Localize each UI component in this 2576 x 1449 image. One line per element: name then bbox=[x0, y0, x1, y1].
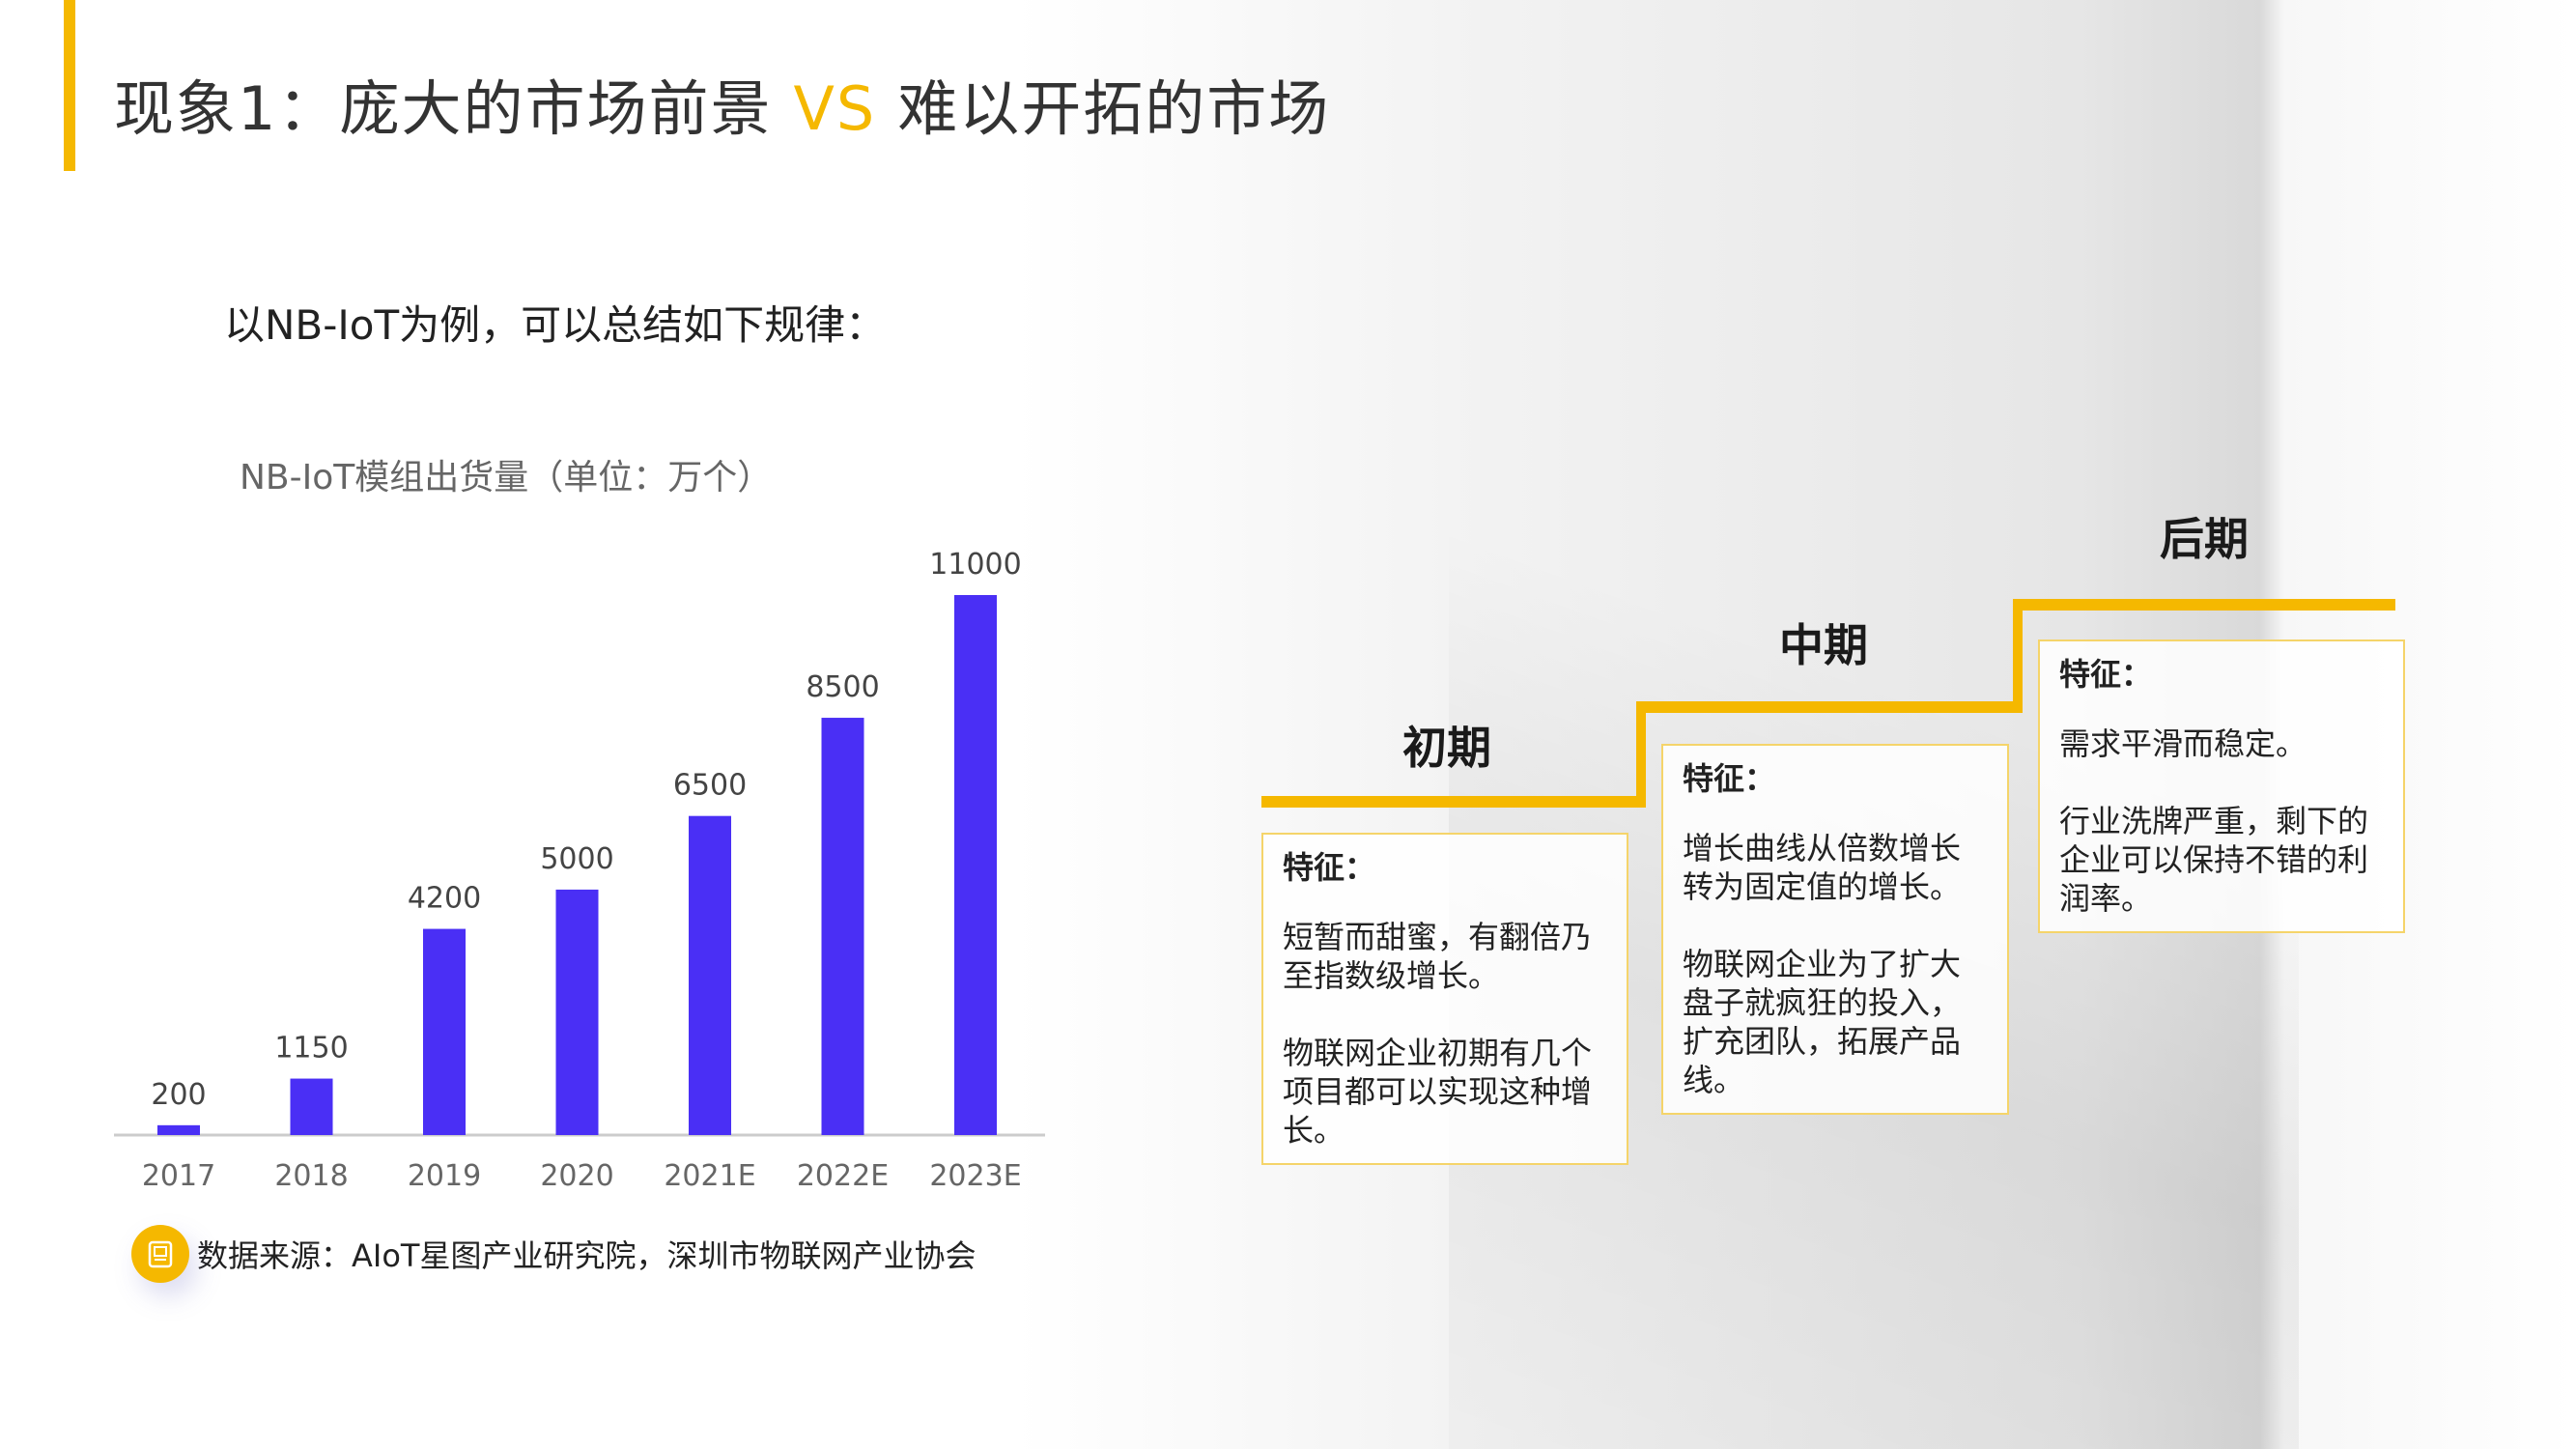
bar-2017 bbox=[157, 1124, 200, 1135]
title-accent-bar bbox=[64, 0, 75, 171]
stage-riser-2 bbox=[2013, 599, 2023, 713]
stage-2-paragraph-1: 增长曲线从倍数增长转为固定值的增长。 bbox=[1683, 830, 1962, 905]
x-tick-label-2022E: 2022E bbox=[797, 1159, 889, 1193]
stage-2-title: 中期 bbox=[1779, 619, 1868, 671]
stage-3-feature-label: 特征： bbox=[2059, 656, 2153, 693]
stage-3-paragraph-2: 行业洗牌严重，剩下的企业可以保持不错的利润率。 bbox=[2059, 803, 2369, 917]
data-label-2017: 200 bbox=[151, 1078, 206, 1112]
x-tick-label-2018: 2018 bbox=[274, 1159, 348, 1193]
bar-2019 bbox=[423, 928, 466, 1135]
bar-2023E bbox=[954, 595, 997, 1135]
stage-3-step-line bbox=[2013, 599, 2395, 611]
document-icon bbox=[131, 1225, 189, 1283]
bar-2018 bbox=[290, 1078, 333, 1135]
section-subtitle: 以NB-IoT为例，可以总结如下规律： bbox=[224, 301, 887, 349]
stage-1-paragraph-1: 短暂而甜蜜，有翻倍乃至指数级增长。 bbox=[1283, 919, 1593, 994]
stage-3-title: 后期 bbox=[2160, 513, 2249, 565]
title-vs: VS bbox=[793, 73, 877, 144]
title-main: 现象1：庞大的市场前景 bbox=[114, 73, 773, 144]
stage-1-title: 初期 bbox=[1402, 722, 1491, 774]
stage-2-card: 特征： 增长曲线从倍数增长转为固定值的增长。 物联网企业为了扩大盘子就疯狂的投入… bbox=[1661, 744, 2009, 1115]
source-text: 数据来源：AIoT星图产业研究院，深圳市物联网产业协会 bbox=[197, 1237, 977, 1274]
stage-2-feature-label: 特征： bbox=[1683, 760, 1776, 797]
title-rest: 难以开拓的市场 bbox=[897, 73, 1331, 144]
x-tick-label-2021E: 2021E bbox=[664, 1159, 755, 1193]
stage-3-paragraph-1: 需求平滑而稳定。 bbox=[2059, 725, 2307, 762]
stage-1-feature-label: 特征： bbox=[1283, 849, 1376, 886]
data-label-2020: 5000 bbox=[540, 842, 613, 876]
data-label-2019: 4200 bbox=[408, 882, 481, 916]
bar-2020 bbox=[555, 889, 599, 1135]
x-tick-label-2023E: 2023E bbox=[929, 1159, 1021, 1193]
chart-title: NB-IoT模组出货量（单位：万个） bbox=[240, 458, 773, 497]
x-tick-label-2019: 2019 bbox=[408, 1159, 481, 1193]
data-label-2022E: 8500 bbox=[806, 670, 879, 704]
bar-2021E bbox=[689, 815, 731, 1135]
data-label-2021E: 6500 bbox=[673, 769, 747, 803]
stage-riser-1 bbox=[1636, 701, 1646, 808]
stage-1-card: 特征： 短暂而甜蜜，有翻倍乃至指数级增长。 物联网企业初期有几个项目都可以实现这… bbox=[1261, 833, 1628, 1165]
data-label-2018: 1150 bbox=[274, 1032, 348, 1065]
x-tick-label-2020: 2020 bbox=[540, 1159, 613, 1193]
stage-1-step-line bbox=[1261, 796, 1646, 808]
bars-group: 200 2017 1150 2018 4200 2019 5000 2020 6500 2021E… bbox=[142, 548, 1022, 1193]
x-tick-label-2017: 2017 bbox=[142, 1159, 215, 1193]
data-label-2023E: 11000 bbox=[929, 548, 1021, 582]
bar-chart: 200 2017 1150 2018 4200 2019 5000 2020 6500 2021E… bbox=[114, 548, 1045, 1193]
stage-2-step-line bbox=[1636, 701, 2023, 713]
stage-3-card: 特征： 需求平滑而稳定。 行业洗牌严重，剩下的企业可以保持不错的利润率。 bbox=[2038, 639, 2405, 933]
data-source: 数据来源：AIoT星图产业研究院，深圳市物联网产业协会 bbox=[131, 1225, 976, 1283]
stage-1-paragraph-2: 物联网企业初期有几个项目都可以实现这种增长。 bbox=[1283, 1035, 1593, 1149]
stage-2-paragraph-2: 物联网企业为了扩大盘子就疯狂的投入，扩充团队，拓展产品线。 bbox=[1683, 946, 1962, 1098]
page-title: 现象1：庞大的市场前景 VS 难以开拓的市场 bbox=[114, 60, 1330, 147]
bar-2022E bbox=[821, 718, 864, 1135]
